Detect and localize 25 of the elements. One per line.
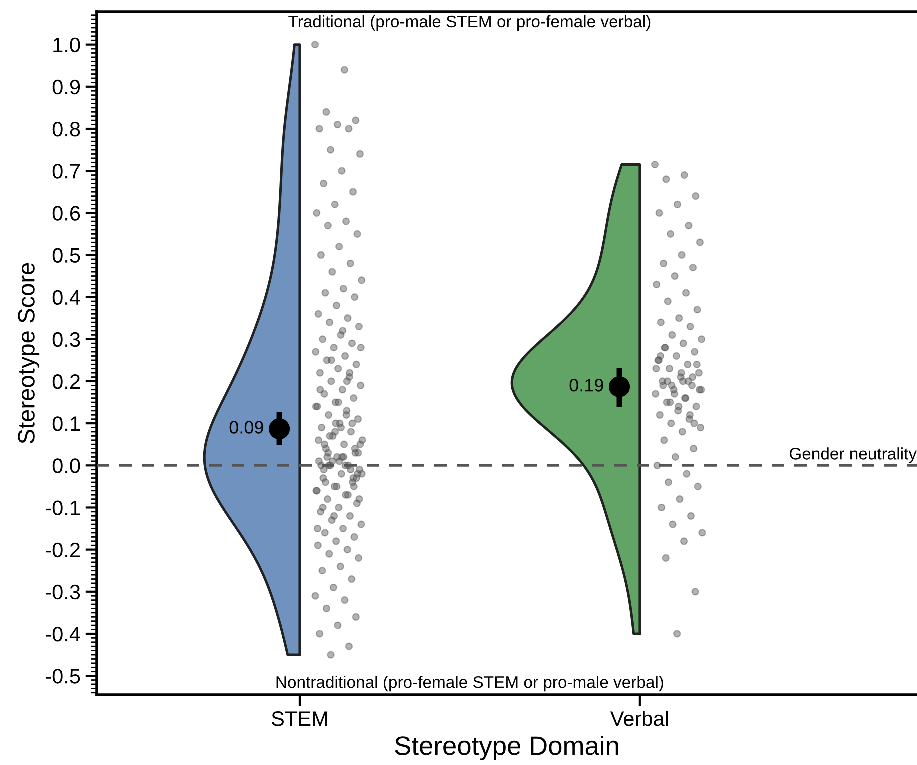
y-tick-label: 0.3 <box>52 332 80 348</box>
y-tick-label: 0.1 <box>52 416 80 432</box>
y-tick-label: 0.7 <box>52 164 80 179</box>
y-tick-label: 0.0 <box>52 458 80 474</box>
y-tick-label: -0.3 <box>46 584 80 600</box>
y-tick-label: -0.1 <box>46 500 80 516</box>
x-tick-label: STEM <box>272 712 328 726</box>
y-tick-label: -0.5 <box>46 669 80 684</box>
data-label: 0.09 <box>230 421 264 434</box>
annotation: Nontraditional (pro-female STEM or pro-male verbal) <box>276 676 664 692</box>
y-tick-label: 0.4 <box>52 290 80 306</box>
y-tick-label: 0.8 <box>52 122 80 137</box>
y-tick-label: 0.9 <box>52 80 80 95</box>
x-axis-title: Stereotype Domain <box>395 736 618 761</box>
y-tick-label: 0.6 <box>52 206 80 221</box>
y-tick-label: 1.0 <box>54 38 80 53</box>
y-tick-label: -0.4 <box>46 626 80 642</box>
x-tick-label: Verbal <box>610 710 668 726</box>
annotation: Traditional (pro-male STEM or pro-female verbal) <box>288 15 651 31</box>
y-tick-label: 0.2 <box>52 374 80 390</box>
data-label: 0.19 <box>570 379 604 392</box>
ref-line-label: Gender neutrality <box>790 448 917 464</box>
y-tick-label: -0.2 <box>46 542 80 558</box>
y-axis-title: Stereotype Score <box>18 263 40 444</box>
y-tick-label: 0.5 <box>52 248 80 263</box>
